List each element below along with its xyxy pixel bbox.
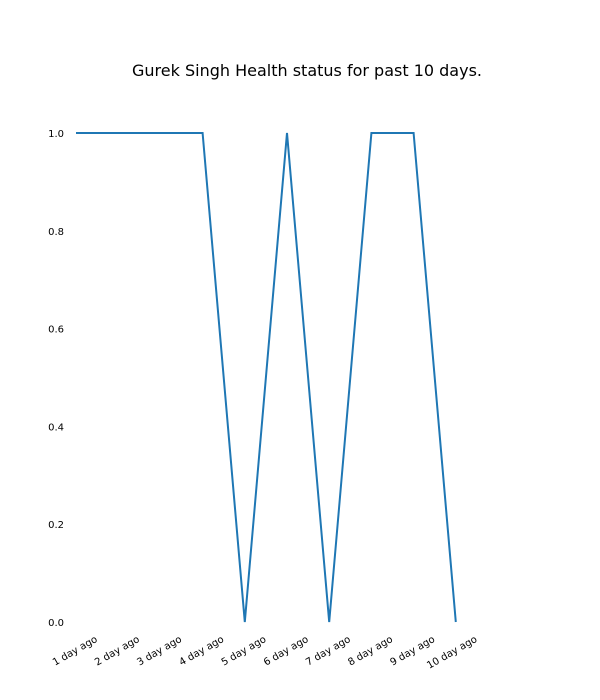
y-tick-label: 0.8	[48, 227, 64, 238]
x-tick-label: 1 day ago	[51, 634, 100, 668]
x-tick-label: 8 day ago	[346, 634, 395, 668]
y-tick-label: 1.0	[48, 129, 64, 140]
x-tick-label: 4 day ago	[178, 634, 227, 668]
y-tick-label: 0.0	[48, 618, 64, 629]
y-tick-label: 0.2	[48, 520, 64, 531]
series-line	[76, 132, 457, 623]
chart-title: Gurek Singh Health status for past 10 da…	[132, 61, 482, 80]
x-tick-label: 6 day ago	[262, 634, 311, 668]
x-tick-label: 2 day ago	[93, 634, 142, 668]
x-tick-label: 3 day ago	[135, 634, 184, 668]
plot-area	[75, 132, 457, 623]
x-tick-label: 7 day ago	[304, 634, 353, 668]
y-axis-ticks: 0.0 0.2 0.4 0.6 0.8 1.0	[48, 129, 64, 629]
y-tick-label: 0.6	[48, 325, 64, 336]
y-tick-label: 0.4	[48, 422, 64, 433]
x-tick-label: 5 day ago	[220, 634, 269, 668]
